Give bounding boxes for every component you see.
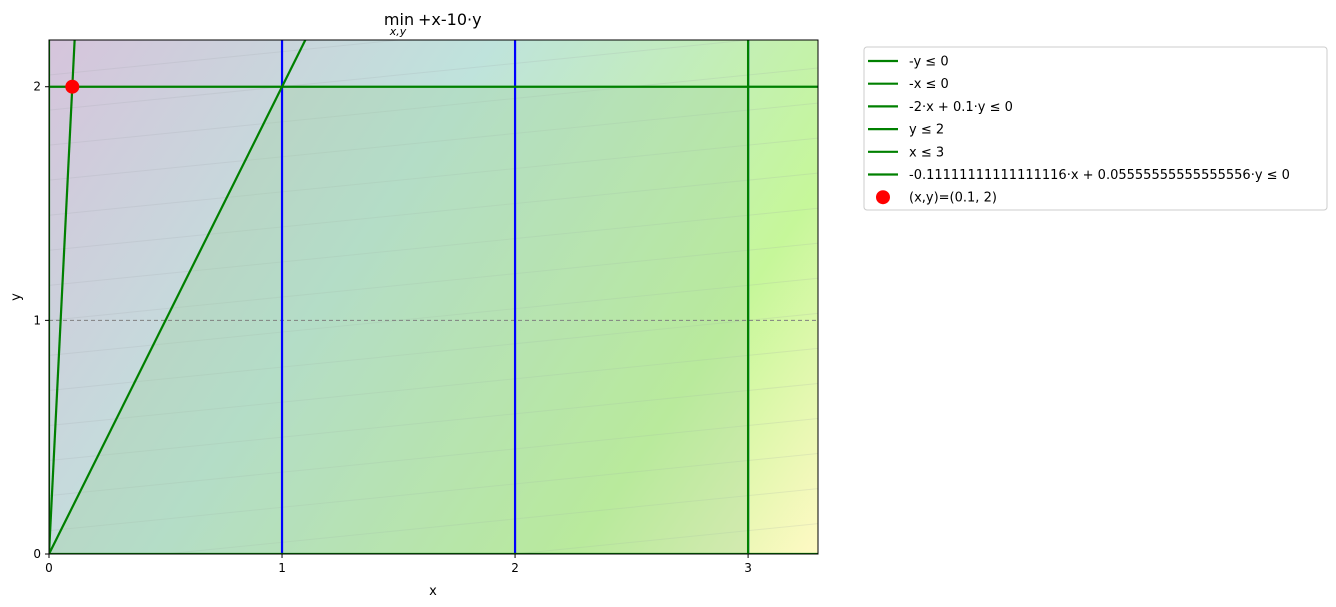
contour-line <box>49 40 404 76</box>
legend-items: -y ≤ 0 -x ≤ 0 -2·x + 0.1·y ≤ 0 y ≤ 2 x ≤ 3 -0… <box>868 55 1290 206</box>
contour-line <box>49 417 818 497</box>
contour-line <box>160 488 818 554</box>
constraint-line <box>49 40 76 554</box>
y-axis-ticks: 0 1 2 <box>33 80 49 561</box>
contour-line <box>49 277 818 356</box>
y-axis-label: y <box>9 293 24 301</box>
x-axis-label: x <box>429 584 437 599</box>
y-tick-label: 1 <box>33 313 41 327</box>
legend-label: (x,y)=(0.1, 2) <box>909 191 997 206</box>
contour-line <box>49 382 818 462</box>
contour-line <box>49 40 754 111</box>
x-tick-label: 0 <box>45 561 53 575</box>
x-tick-label: 3 <box>744 561 752 575</box>
contour-line <box>49 347 818 426</box>
chart-title: min x,y +x-10·y <box>384 10 482 38</box>
legend-label: x ≤ 3 <box>909 145 944 160</box>
title-objective: +x-10·y <box>418 10 482 29</box>
constraint-line <box>49 40 307 554</box>
optimum-point <box>65 79 80 94</box>
legend-label: -2·x + 0.1·y ≤ 0 <box>909 100 1013 115</box>
title-operator-subscript: x,y <box>389 25 407 38</box>
contour-line <box>49 453 818 532</box>
legend-marker <box>876 190 890 205</box>
legend-box <box>863 46 1328 211</box>
legend-label: y ≤ 2 <box>909 123 944 138</box>
title-operator: min <box>384 10 414 29</box>
constraint-lines <box>49 40 818 554</box>
contour-line <box>49 137 818 216</box>
contour-line <box>49 67 818 146</box>
contour-line <box>49 207 818 286</box>
legend-label: -x ≤ 0 <box>909 77 949 92</box>
legend-label: -y ≤ 0 <box>909 55 949 70</box>
contour-line <box>49 559 818 607</box>
contour-lines <box>49 40 818 607</box>
y-tick-label: 0 <box>33 547 41 561</box>
legend-label: -0.11111111111111116·x + 0.0555555555555… <box>909 168 1290 183</box>
contour-line <box>49 172 818 251</box>
contour-line <box>49 102 818 181</box>
x-tick-label: 2 <box>511 561 519 575</box>
plot-area <box>48 39 819 607</box>
plot-content <box>49 40 818 607</box>
x-tick-label: 1 <box>278 561 286 575</box>
plot-frame <box>48 39 819 555</box>
contour-line <box>49 242 818 321</box>
contour-line <box>49 312 818 391</box>
contour-line <box>510 523 818 554</box>
y-tick-label: 2 <box>33 80 41 94</box>
legend: -y ≤ 0 -x ≤ 0 -2·x + 0.1·y ≤ 0 y ≤ 2 x ≤ 3 -0… <box>863 46 1328 211</box>
x-axis-ticks: 0 1 2 3 <box>45 554 752 575</box>
